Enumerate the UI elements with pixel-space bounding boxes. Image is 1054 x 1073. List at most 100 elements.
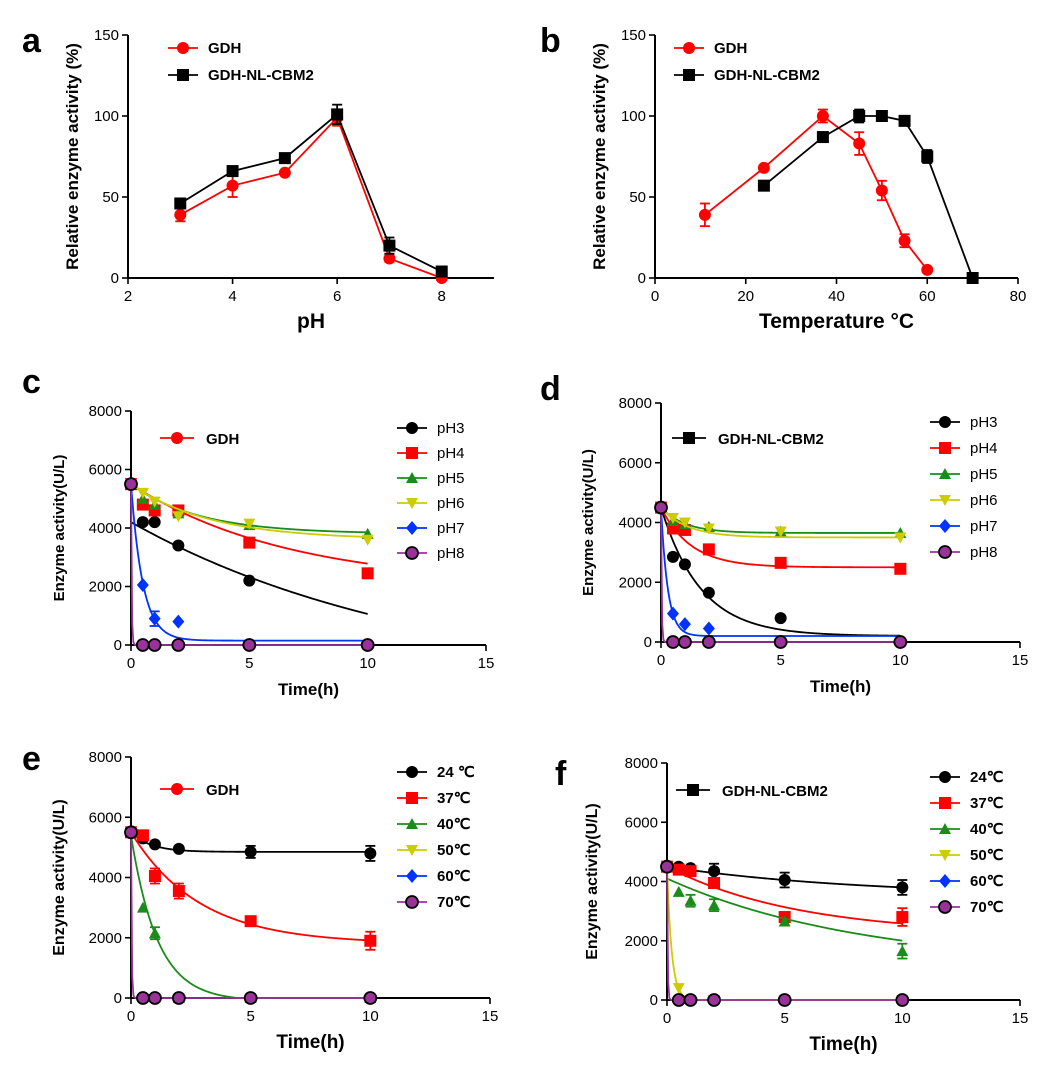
x-tick-label: 10: [359, 655, 376, 672]
legend-marker: [939, 468, 951, 479]
data-point: [672, 885, 685, 897]
series-pH6: [655, 502, 907, 544]
data-point: [361, 567, 374, 580]
x-tick-label: 10: [362, 1008, 379, 1025]
y-axis-label: Enzyme activity(U/L): [580, 449, 597, 596]
x-tick-label: 0: [127, 1008, 135, 1025]
data-point: [701, 635, 716, 649]
data-point: [702, 523, 715, 535]
title-legend-marker: [683, 432, 695, 444]
data-point: [778, 915, 791, 927]
x-tick-label: 2: [124, 288, 132, 305]
legend-label: 24℃: [970, 769, 1004, 786]
legend-label: pH8: [970, 544, 998, 561]
data-point: [172, 539, 185, 552]
x-tick-label: 0: [651, 288, 659, 305]
legend-marker: [177, 69, 189, 81]
panel-letter: f: [555, 755, 567, 793]
legend-label: 50℃: [970, 847, 1004, 864]
y-tick-label: 50: [102, 189, 119, 206]
data-point: [148, 611, 161, 626]
legend-label: pH3: [437, 420, 465, 437]
y-tick-label: 0: [650, 992, 658, 1009]
legend-label: 40℃: [970, 821, 1004, 838]
legend-label: 60℃: [437, 868, 471, 885]
data-point: [278, 152, 291, 165]
chart-title: GDH-NL-CBM2: [722, 783, 828, 800]
y-tick-label: 8000: [89, 749, 122, 766]
data-point: [171, 991, 186, 1005]
data-point: [226, 165, 239, 178]
y-tick-label: 6000: [89, 809, 122, 826]
series-pH8: [124, 477, 375, 652]
data-point: [148, 838, 161, 851]
legend-marker: [406, 498, 418, 509]
legend: GDH GDH-NL-CBM2: [674, 40, 820, 84]
x-tick-label: 8: [438, 288, 446, 305]
chart-panel-f: f 0 5 10 15 0 2000 4000 6000 8000 Time(h) Enzyme ac…: [555, 755, 1028, 1055]
data-point: [853, 137, 866, 150]
data-point: [894, 532, 907, 544]
data-point: [174, 208, 187, 221]
data-point: [148, 516, 161, 529]
y-tick-label: 0: [638, 270, 646, 287]
series-pH5: [125, 478, 374, 539]
data-point: [666, 550, 679, 563]
data-point: [708, 899, 721, 911]
series-37℃: [125, 826, 377, 951]
legend-marker: [939, 771, 951, 783]
x-axis-label: Time(h): [809, 1034, 877, 1055]
y-tick-label: 0: [644, 634, 652, 651]
y-axis-label: Relative enzyme activity (%): [63, 43, 82, 270]
series-GDH: [698, 108, 934, 276]
data-point: [774, 526, 787, 538]
y-tick-label: 8000: [625, 755, 658, 772]
data-point: [816, 131, 829, 144]
legend-label: 37℃: [437, 790, 471, 807]
data-point: [243, 991, 258, 1005]
data-point: [124, 477, 138, 492]
data-point: [816, 110, 829, 122]
data-point: [363, 991, 378, 1005]
y-tick-label: 4000: [89, 870, 122, 887]
legend-marker: [406, 521, 418, 535]
data-point: [383, 239, 396, 252]
legend-marker: [939, 495, 951, 506]
legend-label: 24 ℃: [437, 764, 475, 781]
data-point: [896, 911, 909, 924]
legend: 24 ℃ 37℃ 40℃ 50℃ 60℃ 70℃: [397, 764, 475, 911]
legend-label: pH7: [970, 518, 998, 535]
legend-label: 60℃: [970, 873, 1004, 890]
legend-label: GDH-NL-CBM2: [714, 67, 820, 84]
data-point: [171, 638, 186, 652]
data-point: [666, 606, 679, 621]
data-point: [654, 500, 668, 515]
x-tick-label: 60: [919, 288, 936, 305]
legend-marker: [939, 874, 951, 888]
x-tick-label: 15: [482, 1008, 499, 1025]
legend-label: pH3: [970, 414, 998, 431]
series-pH3: [125, 478, 374, 651]
fit-curve: [130, 484, 368, 646]
data-point: [148, 869, 161, 882]
x-tick-label: 10: [892, 652, 909, 669]
legend-marker: [683, 42, 695, 54]
fit-curve: [666, 865, 903, 925]
data-point: [702, 621, 715, 636]
x-tick-label: 15: [1012, 652, 1029, 669]
data-point: [684, 894, 697, 906]
legend-label: pH4: [437, 445, 465, 462]
y-axis-label: Relative enzyme activity (%): [590, 43, 609, 270]
legend-marker: [406, 447, 418, 459]
data-point: [360, 638, 375, 652]
legend: pH3 pH4 pH5 pH6 pH7 pH8: [930, 414, 998, 561]
data-point: [678, 617, 691, 632]
series-70℃: [660, 859, 910, 1007]
y-tick-label: 50: [629, 189, 646, 206]
x-axis-label: Temperature °C: [759, 310, 914, 333]
data-point: [683, 993, 698, 1007]
series-70℃: [124, 825, 378, 1005]
data-point: [242, 638, 257, 652]
x-tick-label: 0: [127, 655, 135, 672]
